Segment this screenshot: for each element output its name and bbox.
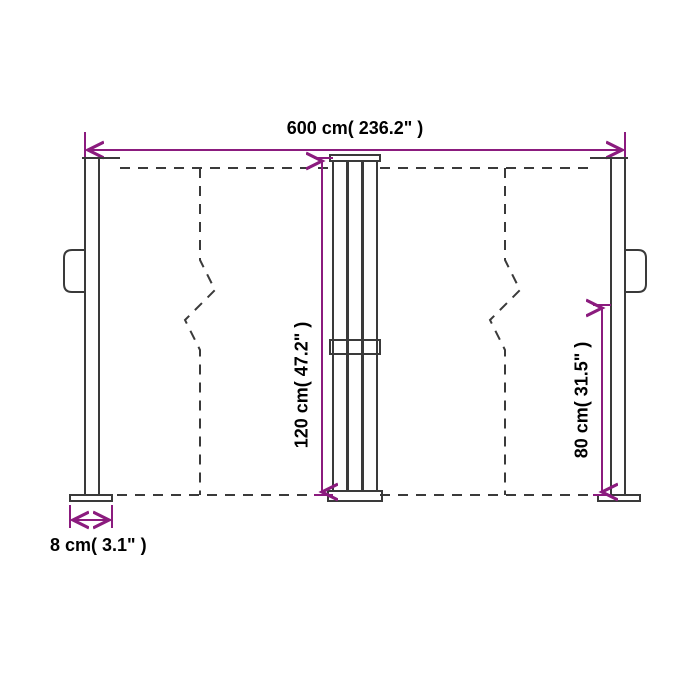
center-cassette — [328, 155, 382, 501]
base-label: 8 cm( 3.1" ) — [50, 535, 147, 556]
dimension-diagram: 600 cm( 236.2" ) 120 cm( 47.2" ) 80 cm( … — [0, 0, 700, 700]
height-dimension — [314, 158, 333, 495]
right-pole — [590, 158, 646, 501]
break-lines — [99, 168, 611, 495]
lower-height-dimension — [593, 305, 611, 495]
width-label: 600 cm( 236.2" ) — [287, 118, 424, 139]
lower-height-label: 80 cm( 31.5" ) — [572, 342, 593, 459]
height-label: 120 cm( 47.2" ) — [292, 322, 313, 449]
base-dimension — [70, 505, 112, 528]
left-pole — [64, 158, 120, 501]
